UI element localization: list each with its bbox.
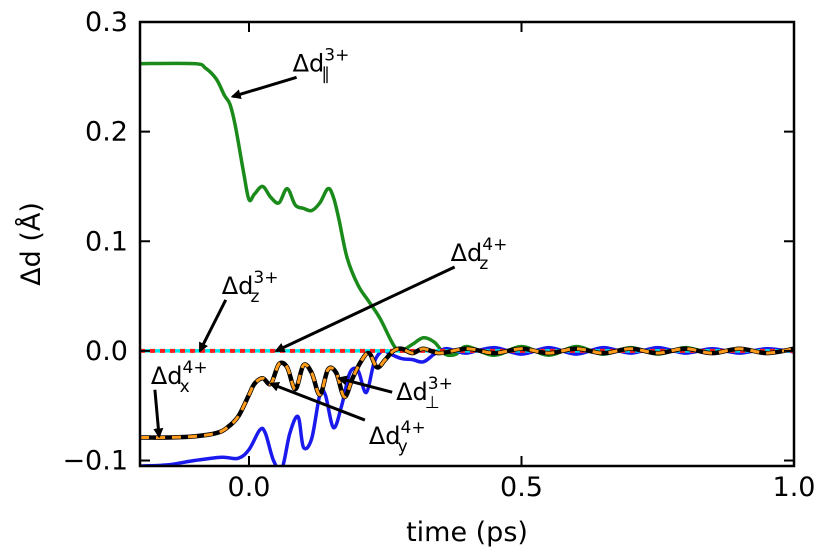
annotation-layer: Δd3+ ∥ Δd3+ z Δd4+ z Δd4+ x Δd3+ ⊥ Δd4+ y (151, 45, 507, 457)
y-tick-label: −0.1 (62, 446, 128, 477)
annotation-par3: Δd3+ ∥ (230, 45, 350, 100)
annotation-z3: Δd3+ z (198, 268, 279, 353)
annotation-label: Δd4+ z (451, 235, 508, 274)
x-axis-title: time (ps) (406, 517, 528, 548)
annotation-label: Δd3+ ∥ (293, 45, 350, 84)
annotation-label: Δd4+ x (151, 358, 208, 397)
series-layer (140, 61, 794, 466)
series-line--d-3- (140, 345, 794, 466)
annotation-arrow (198, 299, 228, 353)
annotation-z4: Δd4+ z (274, 235, 508, 353)
annotation-x4: Δd4+ x (151, 358, 208, 439)
y-axis-title: Δd (Å) (15, 202, 47, 286)
annotation-arrow (153, 389, 164, 439)
series-line--dy4- (140, 347, 794, 440)
y-tick-label: 0.3 (85, 7, 128, 38)
annotation-label: Δd3+ ⊥ (396, 374, 453, 413)
annotation-arrow (268, 381, 366, 422)
x-tick-label: 0.5 (500, 472, 543, 503)
y-tick-label: 0.2 (85, 117, 128, 148)
plot-frame (138, 20, 796, 468)
series-line--dx4- (140, 346, 794, 440)
annotation-arrow (230, 75, 298, 100)
axes-layer: 0.0 0.5 1.0 −0.1 0.0 0.1 0.2 0.3 (62, 7, 815, 503)
series-line--d-3- (140, 61, 794, 358)
y-tick-label: 0.0 (85, 336, 128, 367)
annotation-label: Δd3+ z (222, 268, 279, 307)
y-tick-label: 0.1 (85, 226, 128, 257)
annotation-y4: Δd4+ y (268, 381, 426, 457)
annotation-perp3: Δd3+ ⊥ (336, 374, 453, 413)
annotation-arrow (274, 265, 456, 353)
annotation-arrow (336, 375, 393, 394)
annotation-label: Δd4+ y (369, 418, 426, 457)
x-tick-label: 0.0 (228, 472, 271, 503)
x-tick-label: 1.0 (773, 472, 816, 503)
